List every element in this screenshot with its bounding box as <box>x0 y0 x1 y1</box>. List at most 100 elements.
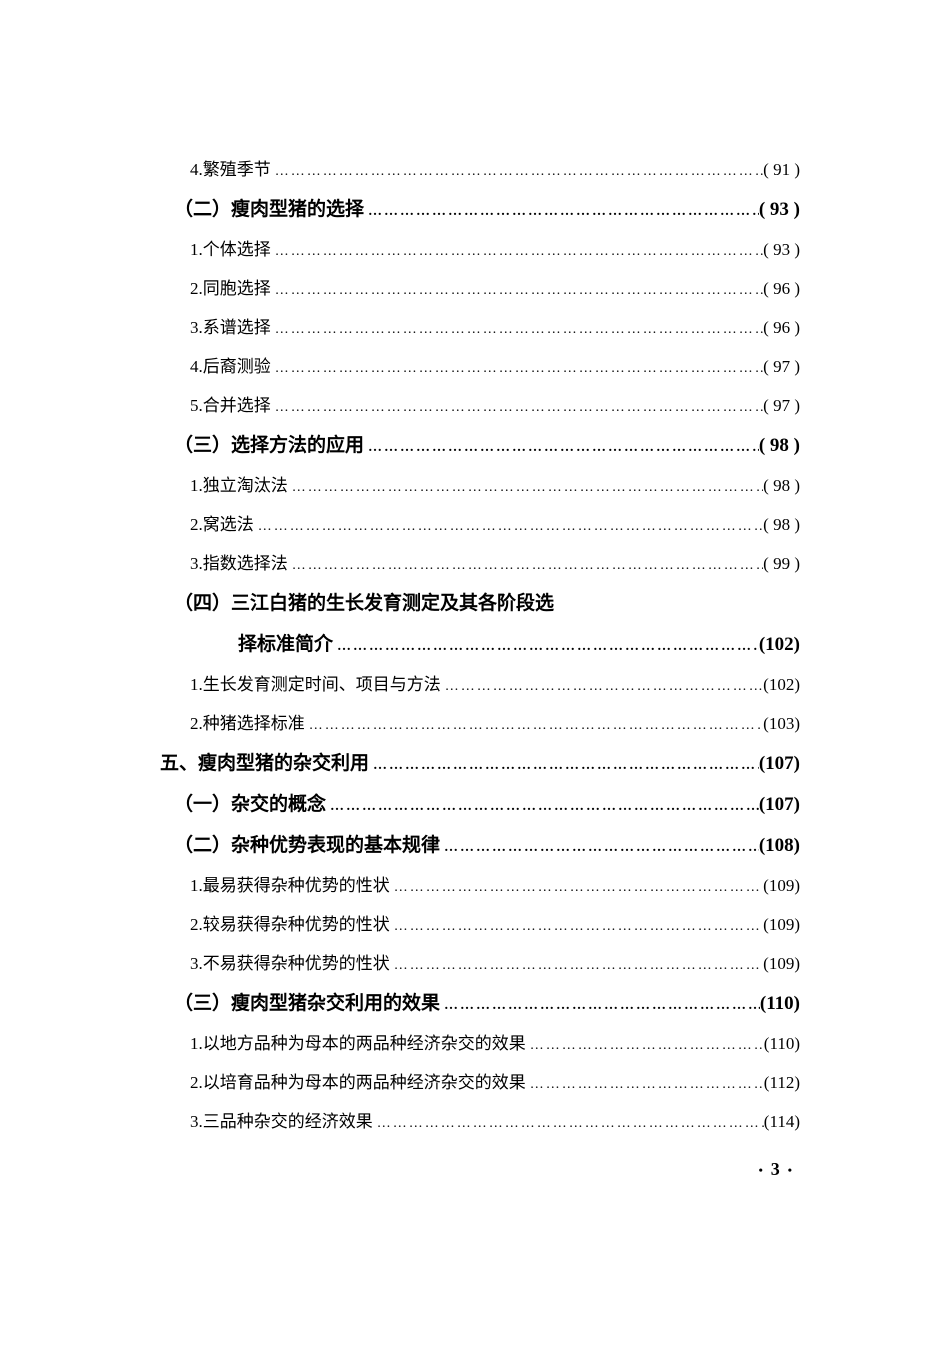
toc-leader <box>441 679 763 695</box>
toc-label: 4.后裔测验 <box>190 352 271 377</box>
toc-row: 3.三品种杂交的经济效果 (114) <box>160 1107 800 1132</box>
toc-leader <box>288 558 763 574</box>
toc-leader <box>271 400 763 416</box>
toc-row: 择标准简介 (102) <box>160 629 800 656</box>
toc-label: （二）杂种优势表现的基本规律 <box>174 830 440 857</box>
toc-label: 5.合并选择 <box>190 391 271 416</box>
toc-row: 1.个体选择 ( 93 ) <box>160 235 800 260</box>
toc-row: 5.合并选择 ( 97 ) <box>160 391 800 416</box>
toc-leader <box>390 919 763 935</box>
toc-label: 4.繁殖季节 <box>190 155 271 180</box>
toc-row: 3.不易获得杂种优势的性状 (109) <box>160 949 800 974</box>
toc-label: 2.种猪选择标准 <box>190 709 305 734</box>
toc-label: 1.生长发育测定时间、项目与方法 <box>190 670 441 695</box>
toc-page: ( 99 ) <box>763 554 800 574</box>
toc-label: 3.不易获得杂种优势的性状 <box>190 949 390 974</box>
toc-leader <box>271 283 763 299</box>
toc-label: 1.独立淘汰法 <box>190 471 288 496</box>
toc-label: 3.系谱选择 <box>190 313 271 338</box>
toc-page: ( 91 ) <box>763 160 800 180</box>
toc-page: ( 97 ) <box>763 396 800 416</box>
toc-leader <box>390 958 763 974</box>
toc-leader <box>373 1116 764 1132</box>
toc-row: （一）杂交的概念 (107) <box>160 789 800 816</box>
toc-page: ( 93 ) <box>763 240 800 260</box>
toc-page: (110) <box>764 1034 800 1054</box>
toc-row: 3.系谱选择 ( 96 ) <box>160 313 800 338</box>
toc-leader <box>271 244 763 260</box>
toc-row: 1.独立淘汰法 ( 98 ) <box>160 471 800 496</box>
toc-row: 五、瘦肉型猪的杂交利用 (107) <box>160 748 800 775</box>
toc-page: (102) <box>759 634 800 656</box>
toc-row: 4.后裔测验 ( 97 ) <box>160 352 800 377</box>
toc-label: 1.以地方品种为母本的两品种经济杂交的效果 <box>190 1029 526 1054</box>
toc-leader <box>369 758 759 774</box>
toc-page: (109) <box>763 915 800 935</box>
toc-page: ( 98 ) <box>759 435 800 457</box>
toc-leader <box>254 519 763 535</box>
toc-label: 2.窝选法 <box>190 510 254 535</box>
toc-label: （二）瘦肉型猪的选择 <box>174 194 364 221</box>
toc-page: ( 96 ) <box>763 279 800 299</box>
toc-row: （三）选择方法的应用 ( 98 ) <box>160 430 800 457</box>
toc-label: 3.三品种杂交的经济效果 <box>190 1107 373 1132</box>
toc-label: （三）选择方法的应用 <box>174 430 364 457</box>
toc-row: 1.生长发育测定时间、项目与方法 (102) <box>160 670 800 695</box>
toc-row: 2.同胞选择 ( 96 ) <box>160 274 800 299</box>
toc-row: 1.以地方品种为母本的两品种经济杂交的效果 (110) <box>160 1029 800 1054</box>
toc-leader <box>305 718 763 734</box>
toc-label: 2.以培育品种为母本的两品种经济杂交的效果 <box>190 1068 526 1093</box>
toc-page: ( 98 ) <box>763 515 800 535</box>
toc-row: （二）瘦肉型猪的选择 ( 93 ) <box>160 194 800 221</box>
page-number-value: 3 <box>771 1159 780 1179</box>
toc-row: 2.窝选法 ( 98 ) <box>160 510 800 535</box>
toc-label: 2.较易获得杂种优势的性状 <box>190 910 390 935</box>
toc-leader <box>526 1038 764 1054</box>
toc-row: （二）杂种优势表现的基本规律(108) <box>160 830 800 857</box>
toc-label: （一）杂交的概念 <box>174 789 326 816</box>
toc-page: ( 98 ) <box>763 476 800 496</box>
toc-page: (109) <box>763 876 800 896</box>
toc-row: 2.以培育品种为母本的两品种经济杂交的效果 (112) <box>160 1068 800 1093</box>
toc-row: （四）三江白猪的生长发育测定及其各阶段选 <box>160 588 800 615</box>
toc-label: 2.同胞选择 <box>190 274 271 299</box>
toc-leader <box>526 1077 764 1093</box>
toc-row: （三）瘦肉型猪杂交利用的效果 (110) <box>160 988 800 1015</box>
toc-label: 1.个体选择 <box>190 235 271 260</box>
toc-page: ( 96 ) <box>763 318 800 338</box>
toc-page: (107) <box>759 794 800 816</box>
toc-page: (103) <box>763 714 800 734</box>
toc-leader <box>333 639 759 655</box>
toc-row: 3.指数选择法 ( 99 ) <box>160 549 800 574</box>
toc-page: (110) <box>760 993 800 1015</box>
toc-label: 择标准简介 <box>238 629 333 656</box>
toc-leader <box>288 480 763 496</box>
toc-label: （三）瘦肉型猪杂交利用的效果 <box>174 988 440 1015</box>
toc-row: 1.最易获得杂种优势的性状 (109) <box>160 871 800 896</box>
toc-leader <box>271 322 763 338</box>
toc-leader <box>364 440 759 456</box>
toc-label: 1.最易获得杂种优势的性状 <box>190 871 390 896</box>
toc-row: 4.繁殖季节 ( 91 ) <box>160 155 800 180</box>
toc-row: 2.较易获得杂种优势的性状 (109) <box>160 910 800 935</box>
toc-leader <box>440 840 759 856</box>
toc-page: ( 93 ) <box>759 199 800 221</box>
toc-leader <box>271 164 763 180</box>
toc-row: 2.种猪选择标准 (103) <box>160 709 800 734</box>
toc-page: (112) <box>764 1073 800 1093</box>
toc-label: 3.指数选择法 <box>190 549 288 574</box>
toc-container: 4.繁殖季节 ( 91 ) （二）瘦肉型猪的选择 ( 93 ) 1.个体选择 ( 93 )… <box>160 155 800 1146</box>
page-number: •3• <box>751 1159 800 1180</box>
toc-page: (107) <box>759 753 800 775</box>
toc-label: （四）三江白猪的生长发育测定及其各阶段选 <box>174 588 554 615</box>
toc-page: ( 97 ) <box>763 357 800 377</box>
toc-page: (109) <box>763 954 800 974</box>
toc-page: (114) <box>764 1112 800 1132</box>
toc-leader <box>390 880 763 896</box>
toc-leader <box>440 998 760 1014</box>
toc-label: 五、瘦肉型猪的杂交利用 <box>160 748 369 775</box>
toc-leader <box>326 799 759 815</box>
toc-leader <box>271 361 763 377</box>
toc-leader <box>364 204 759 220</box>
toc-page: (102) <box>763 675 800 695</box>
